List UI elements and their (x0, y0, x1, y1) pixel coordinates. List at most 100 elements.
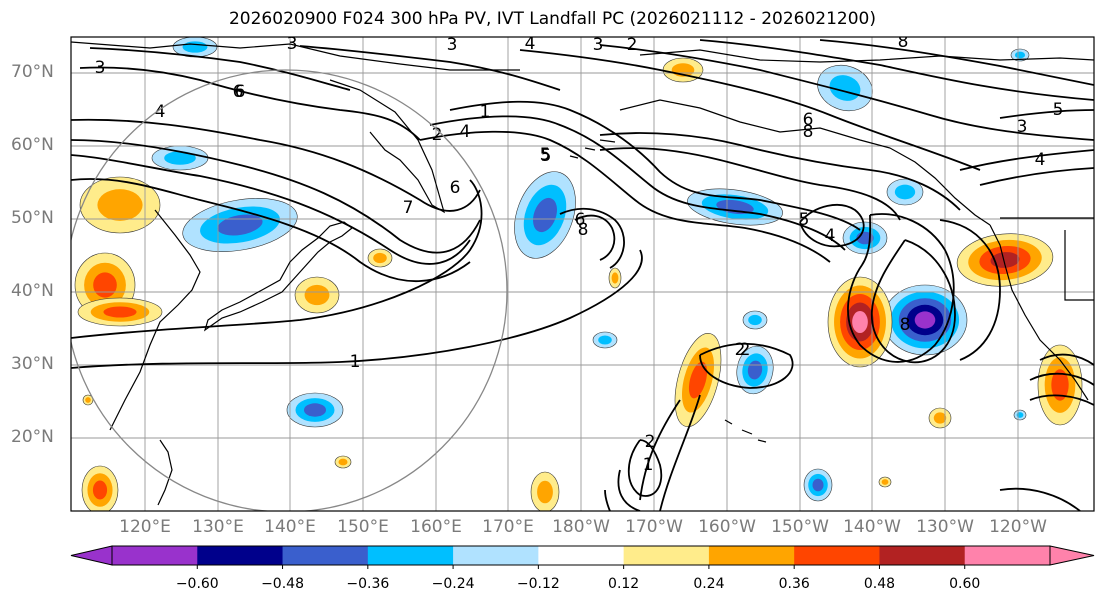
pv-contour-line (599, 132, 961, 211)
coastline-segment (989, 224, 1089, 401)
colorbar-segment (367, 546, 454, 565)
pv-anomaly-blob (886, 178, 924, 206)
pv-anomaly-blob (514, 171, 576, 259)
contour-label: 5 (1053, 100, 1064, 120)
contour-label: 5 (799, 210, 810, 230)
pv-contour-line (599, 147, 901, 221)
pv-contour-line (699, 39, 1094, 101)
longitude-label: 130°E (192, 517, 244, 537)
contour-label: 5 (541, 146, 552, 166)
longitude-label: 140°W (843, 517, 901, 537)
pv-anomaly-blob (878, 476, 892, 488)
pv-contour-line (599, 44, 1094, 141)
pv-contour-line (449, 100, 861, 231)
pv-contour-line (871, 239, 956, 364)
pv-anomaly-blob (530, 471, 560, 511)
pv-contour-line (639, 394, 701, 511)
contour-label: 3 (447, 35, 458, 55)
longitude-label: 150°E (337, 517, 389, 537)
pv-anomaly-blob (294, 276, 340, 314)
pv-contour-line (699, 342, 794, 389)
pv-contour-line (574, 214, 616, 261)
pv-anomaly-blob (742, 310, 768, 330)
contour-label: 6 (235, 82, 246, 102)
pv-anomaly-blob (882, 284, 968, 356)
colorbar-segment (708, 546, 795, 565)
contour-label: 3 (1017, 117, 1028, 137)
colorbar-low-extension (70, 545, 113, 566)
pv-contour-line (71, 154, 471, 265)
pv-anomaly-blob (77, 297, 163, 327)
contour-label: 5 (540, 145, 551, 165)
coastline-segment (157, 439, 173, 506)
contour-label: 3 (95, 58, 106, 78)
pv-anomaly-blob (334, 455, 352, 469)
colorbar-tick-label: −0.36 (346, 576, 390, 592)
colorbar-tick-label: −0.24 (431, 576, 475, 592)
colorbar-tick-label: −0.48 (261, 576, 304, 592)
contour-label: 8 (900, 315, 911, 335)
colorbar-segment (964, 546, 1051, 565)
latitude-label: 70°N (11, 62, 54, 82)
contour-label: 8 (578, 220, 589, 240)
contour-label: 4 (825, 226, 836, 246)
contour-label: 8 (898, 32, 909, 52)
coastline-segment (203, 221, 353, 332)
pv-anomaly-blob (827, 276, 893, 368)
contour-label: 6 (803, 110, 814, 130)
pv-anomaly-blob (172, 37, 218, 58)
pv-anomaly-blob (1013, 409, 1027, 421)
pv-contour-line (519, 49, 981, 171)
pv-anomaly-blob (1010, 48, 1030, 62)
contour-label: 6 (233, 82, 244, 102)
contour-label: 4 (460, 122, 471, 142)
contour-label: 2 (645, 432, 656, 452)
contour-label: 6 (450, 178, 461, 198)
contour-label: 2 (735, 340, 746, 360)
longitude-label: 150°W (771, 517, 829, 537)
map-background (71, 37, 1094, 511)
pv-anomaly-blob (81, 465, 119, 511)
pv-contour-line (71, 178, 471, 283)
contour-label: 2 (432, 125, 443, 145)
longitude-label: 170°W (625, 517, 683, 537)
pv-anomaly-blob (286, 392, 344, 428)
colorbar-tick-label: 0.12 (608, 576, 640, 592)
colorbar-segment (197, 546, 284, 565)
contour-label: 2 (627, 35, 638, 55)
colorbar-segment (453, 546, 539, 565)
pv-contour-line (819, 39, 1094, 86)
colorbar-tick-label: −0.60 (175, 576, 219, 592)
contour-label: 1 (480, 102, 491, 122)
contour-label: 2 (740, 340, 751, 360)
pv-contour-line (999, 487, 1081, 511)
coastline-segment (619, 99, 991, 226)
longitude-label: 180°W (552, 517, 610, 537)
colorbar-tick-label: 0.24 (693, 576, 725, 592)
colorbar-segment (282, 546, 369, 565)
coastline-segment (71, 41, 520, 71)
pv-contour-line (79, 66, 421, 141)
contour-label: 1 (350, 352, 361, 372)
pv-contour-line (89, 47, 351, 91)
colorbar-high-extension (1049, 545, 1095, 566)
coastline-segment (724, 419, 767, 443)
longitude-label: 170°E (482, 517, 534, 537)
coastlines (71, 41, 1094, 506)
pv-contour-line (299, 45, 561, 91)
latitude-label: 30°N (11, 354, 54, 374)
landfall-radius-circle (71, 69, 508, 511)
colorbar-tick-label: 0.48 (863, 576, 896, 592)
longitude-label: 160°W (698, 517, 756, 537)
colorbar-segment (623, 546, 710, 565)
pv-anomaly-blob (182, 198, 298, 252)
pv-anomaly-blob (151, 145, 209, 171)
pv-contour-line (71, 179, 483, 339)
pv-contour-line (429, 115, 846, 251)
pv-anomaly-blob (592, 331, 618, 349)
coastline-segment (109, 209, 201, 431)
pv-contour-line (1029, 353, 1094, 406)
pv-contour-line (627, 439, 663, 497)
